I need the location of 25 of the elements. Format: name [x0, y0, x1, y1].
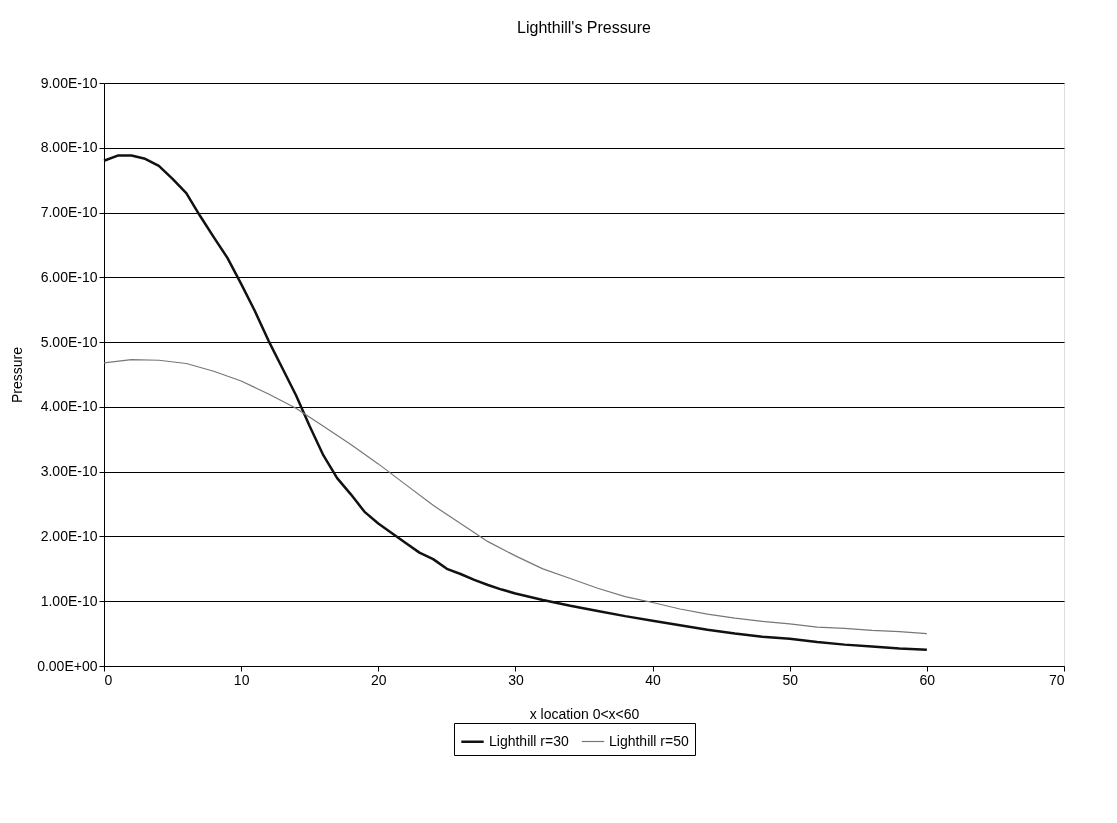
x-tick-label: 0	[104, 671, 113, 688]
x-tick-label: 10	[233, 671, 250, 688]
x-tick-label: 50	[782, 671, 799, 688]
y-tick-label: 8.00E-10	[40, 139, 98, 156]
x-tick-label: 60	[919, 671, 936, 688]
y-tick-label: 4.00E-10	[40, 398, 98, 415]
y-tick-label: 2.00E-10	[40, 527, 98, 544]
chart-title: Lighthill's Pressure	[517, 19, 651, 36]
y-tick-label: 1.00E-10	[40, 592, 98, 609]
y-axis-title: Pressure	[9, 346, 26, 404]
y-tick-label: 9.00E-10	[40, 74, 98, 91]
x-tick-label: 70	[1048, 671, 1065, 688]
y-tick-label: 0.00E+00	[37, 657, 98, 674]
line-series	[103, 359, 928, 635]
legend-label: Lighthill r=30	[489, 732, 569, 749]
legend-label: Lighthill r=50	[609, 732, 689, 749]
y-tick-label: 7.00E-10	[40, 204, 98, 221]
x-axis-title: x location 0<x<60	[529, 705, 640, 722]
x-tick-label: 40	[645, 671, 662, 688]
y-tick-label: 5.00E-10	[40, 333, 98, 350]
x-tick-label: 30	[508, 671, 524, 688]
line-series	[102, 154, 929, 652]
y-tick-label: 3.00E-10	[40, 463, 98, 480]
y-tick-label: 6.00E-10	[40, 268, 98, 285]
x-tick-label: 20	[371, 671, 387, 688]
